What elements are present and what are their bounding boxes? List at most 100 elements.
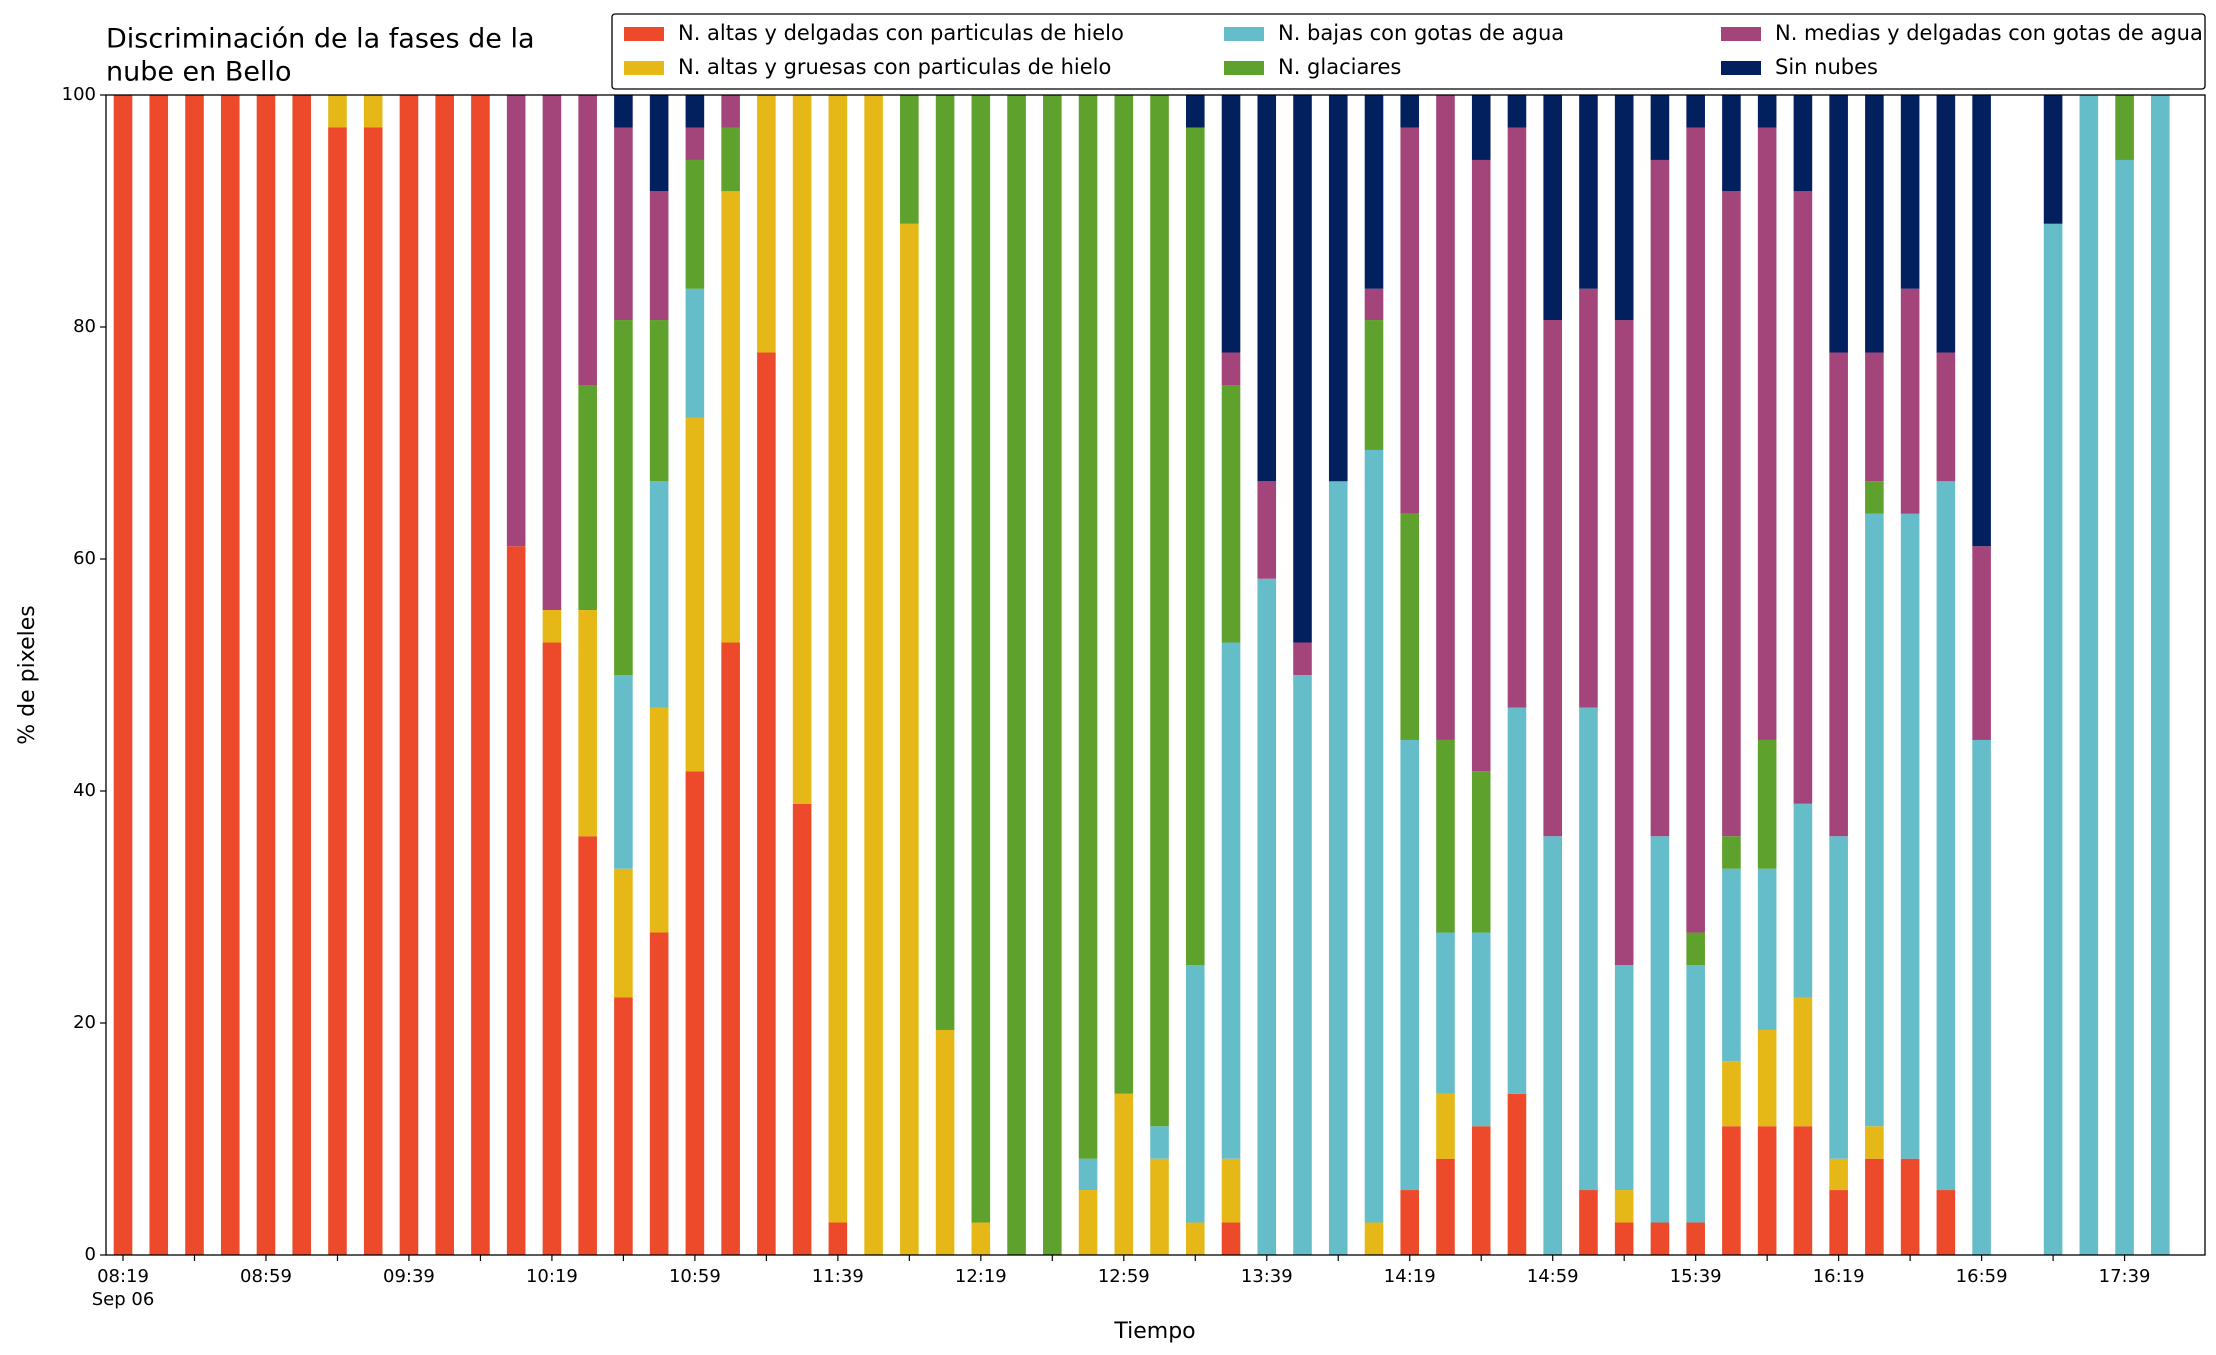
bar-segment xyxy=(1078,95,1098,1159)
bar-segment xyxy=(757,352,776,1255)
bar-segment xyxy=(1221,1158,1241,1223)
bar-segment xyxy=(1757,95,1777,128)
bar-segment xyxy=(721,95,740,128)
bar-segment xyxy=(1436,739,1455,933)
bar-segment xyxy=(1865,513,1884,1127)
x-tick-label: 16:59 xyxy=(1956,1266,2008,1287)
bar-segment xyxy=(614,95,633,128)
bar-segment xyxy=(614,675,633,869)
bar-segment xyxy=(1722,868,1741,1062)
legend-box xyxy=(611,13,2206,90)
bar-segment xyxy=(1543,836,1562,1255)
bar-segment xyxy=(1364,320,1384,450)
bar-segment xyxy=(1865,95,1884,353)
bar-segment xyxy=(614,320,633,675)
bar-segment xyxy=(542,95,562,611)
bar-segment xyxy=(1865,352,1884,482)
bar-segment xyxy=(1221,385,1241,643)
bar-segment xyxy=(149,95,169,1255)
bar-segment xyxy=(1507,707,1527,1094)
legend-swatch xyxy=(624,27,664,41)
x-axis-label: Tiempo xyxy=(1113,1319,1195,1344)
bar-segment xyxy=(1185,95,1205,128)
bar-segment xyxy=(1150,1158,1169,1255)
bar-segment xyxy=(1865,1126,1884,1159)
bar-segment xyxy=(721,191,740,643)
x-tick-label: 08:19 xyxy=(97,1266,149,1287)
bar-segment xyxy=(935,95,955,1030)
bar-segment xyxy=(1078,1190,1098,1255)
bar-segment xyxy=(1936,481,1956,1191)
bar-segment xyxy=(1865,1158,1884,1255)
bar-segment xyxy=(649,932,669,1255)
bar-segment xyxy=(1757,1029,1777,1127)
bar-segment xyxy=(1543,320,1562,837)
bar-segment xyxy=(1757,739,1777,869)
bar-segment xyxy=(328,95,347,128)
bar-segment xyxy=(614,997,633,1255)
bar-segment xyxy=(578,836,597,1255)
bar-segment xyxy=(1400,739,1420,1191)
bar-segment xyxy=(1400,127,1420,514)
bar-segment xyxy=(256,95,276,1255)
bar-segment xyxy=(1436,1158,1455,1255)
bar-segment xyxy=(649,707,669,933)
bar-segment xyxy=(1328,481,1348,1255)
legend-label: N. altas y gruesas con particulas de hie… xyxy=(678,55,1111,79)
bar-segment xyxy=(1579,1190,1598,1255)
bar-segment xyxy=(578,95,597,385)
bar-segment xyxy=(1722,1061,1741,1127)
bar-segment xyxy=(1471,95,1491,160)
bar-segment xyxy=(649,320,669,482)
y-tick-label: 100 xyxy=(62,84,96,105)
bar-segment xyxy=(1328,95,1348,482)
bar-segment xyxy=(1614,1190,1634,1223)
bar-segment xyxy=(1579,95,1598,289)
legend-label: Sin nubes xyxy=(1775,55,1878,79)
bar-segment xyxy=(649,95,669,192)
bar-segment xyxy=(1793,997,1813,1127)
bar-segment xyxy=(828,95,848,1223)
bar-segment xyxy=(506,95,526,547)
bar-segment xyxy=(220,95,240,1255)
bar-segment xyxy=(578,385,597,611)
bar-segment xyxy=(1364,449,1384,1223)
bar-segment xyxy=(435,95,454,1255)
bar-segment xyxy=(1293,95,1312,643)
bar-segment xyxy=(828,1222,848,1255)
bar-segment xyxy=(1114,1093,1134,1255)
x-tick-label: 14:59 xyxy=(1527,1266,1579,1287)
bar-segment xyxy=(971,95,991,1223)
bar-segment xyxy=(685,159,705,289)
bar-segment xyxy=(1579,288,1598,708)
y-tick-label: 60 xyxy=(73,548,96,569)
legend-swatch xyxy=(1224,61,1264,75)
bar-segment xyxy=(1543,95,1562,321)
bar-segment xyxy=(506,546,526,1255)
bar-segment xyxy=(1078,1158,1098,1191)
bar-segment xyxy=(1650,159,1670,837)
bar-segment xyxy=(792,803,812,1255)
bar-segment xyxy=(1221,642,1241,1159)
bar-segment xyxy=(1257,578,1277,1255)
bar-segment xyxy=(900,223,919,1255)
legend-swatch xyxy=(1721,61,1761,75)
x-tick-label: 10:59 xyxy=(669,1266,721,1287)
y-tick-label: 0 xyxy=(85,1244,96,1265)
bar-segment xyxy=(1793,1126,1813,1255)
bar-segment xyxy=(1757,127,1777,740)
bar-segment xyxy=(649,481,669,708)
legend-label: N. altas y delgadas con particulas de hi… xyxy=(678,21,1124,45)
bar-segment xyxy=(1686,932,1705,965)
bar-segment xyxy=(471,95,490,1255)
bar-segment xyxy=(792,95,812,804)
bar-segment xyxy=(1722,191,1741,837)
bar-segment xyxy=(1829,836,1848,1159)
x-tick-label: 16:19 xyxy=(1813,1266,1865,1287)
legend-label: N. glaciares xyxy=(1278,55,1401,79)
bar-segment xyxy=(1900,513,1920,1159)
bar-segment xyxy=(1686,965,1705,1223)
bar-segment xyxy=(685,127,705,160)
